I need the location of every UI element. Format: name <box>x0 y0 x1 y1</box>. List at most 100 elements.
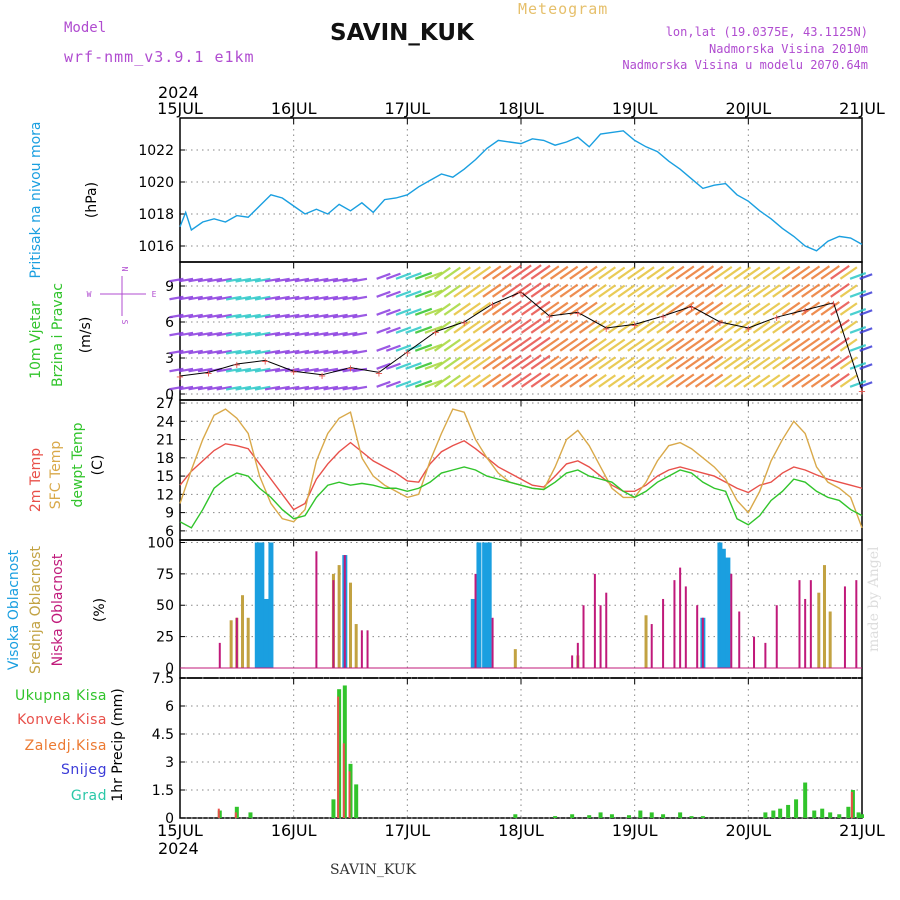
wind-arrow <box>294 349 310 355</box>
wind-arrow <box>395 344 412 352</box>
wind-arrow <box>385 308 401 316</box>
cloud-bar <box>673 580 676 668</box>
wind-arrow <box>284 331 300 337</box>
wind-arrow <box>607 338 626 352</box>
temperature-ylabel: 2m Temp <box>28 448 44 512</box>
wind-arrow <box>859 309 873 316</box>
wind-arrow <box>254 313 271 319</box>
wind-arrow <box>617 320 636 334</box>
wind-arrow <box>743 356 761 370</box>
wind-arrow <box>274 385 290 391</box>
wind-arrow <box>501 336 522 352</box>
wind-arrow <box>607 356 626 370</box>
precip-bar <box>331 799 336 818</box>
wind-gust-marker: + <box>517 288 525 299</box>
cloud-bar <box>701 617 704 668</box>
wind-arrow <box>491 318 512 334</box>
wind-arrow <box>540 301 560 316</box>
wind-gust-marker: + <box>289 367 297 378</box>
wind-arrow <box>332 349 348 355</box>
wind-arrow <box>462 302 481 316</box>
precip-bar <box>553 816 558 818</box>
wind-arrow <box>207 313 223 319</box>
wind-arrow <box>352 331 368 337</box>
cloud-bar <box>696 605 699 668</box>
wind-arrow <box>254 385 271 391</box>
wind-arrow <box>225 349 242 355</box>
wind-arrow <box>472 373 492 388</box>
wind-gust-marker: + <box>744 324 752 335</box>
wind-arrow <box>352 385 368 391</box>
pressure-tick-label: 1016 <box>138 239 174 255</box>
wind-arrow <box>810 337 831 352</box>
wind-arrow <box>274 313 290 319</box>
wind-ylabel2: Brzina i Pravac <box>50 283 66 387</box>
precip-bar <box>342 743 345 818</box>
wind-arrow <box>385 380 401 388</box>
date-tick-top: 17JUL <box>384 99 430 118</box>
wind-arrow <box>656 337 675 352</box>
wind-arrow <box>284 367 300 373</box>
wind-arrow <box>207 349 223 355</box>
wind-arrow <box>694 283 715 298</box>
wind-arrow <box>188 313 203 319</box>
wind-arrow <box>294 331 310 337</box>
wind-arrow <box>549 355 569 370</box>
wind-arrow <box>810 319 831 334</box>
date-tick-bottom: 15JUL <box>157 821 203 840</box>
wind-arrow <box>501 354 522 370</box>
wind-arrow <box>849 272 867 280</box>
wind-arrow <box>762 338 781 352</box>
wind-arrow <box>235 349 252 355</box>
wind-arrow <box>462 338 481 352</box>
wind-arrow <box>405 290 422 298</box>
cloud-bar <box>332 580 335 668</box>
wind-arrow <box>656 301 675 316</box>
wind-arrow <box>216 295 232 301</box>
wind-arrow <box>433 266 451 280</box>
cloud-bar <box>268 542 274 668</box>
cloud-bar <box>764 642 767 668</box>
wind-arrow <box>801 337 821 352</box>
wind-arrow <box>332 295 348 301</box>
precip-bar <box>354 784 359 818</box>
wind-arrow <box>424 289 443 298</box>
wind-arrow <box>395 272 412 280</box>
wind-arrow <box>169 367 184 373</box>
wind-arrow <box>733 266 752 280</box>
cloud-bar <box>343 555 346 668</box>
pressure-series-line <box>179 130 863 252</box>
wind-arrow <box>665 355 685 370</box>
wind-arrow <box>284 385 300 391</box>
model-run-label: wrf-nmm_v3.9.1 e1km <box>64 48 255 66</box>
precip-bar <box>837 814 842 818</box>
precip-bar <box>638 810 643 818</box>
cloud-bar <box>775 605 778 668</box>
wind-gust-marker: + <box>346 364 354 375</box>
wind-arrow <box>791 337 811 352</box>
wind-arrow <box>617 356 636 370</box>
wind-arrow <box>559 337 579 352</box>
cloud-bar <box>470 598 476 668</box>
wind-arrow <box>376 362 391 370</box>
wind-arrow <box>733 284 752 298</box>
wind-arrow <box>405 326 422 334</box>
wind-arrow <box>578 265 598 280</box>
wind-arrow <box>694 319 715 334</box>
wind-arrow <box>207 385 223 391</box>
model-label: Model <box>64 20 107 36</box>
wind-arrow <box>178 295 194 301</box>
wind-arrow <box>569 337 589 352</box>
wind-arrow <box>588 265 607 280</box>
wind-arrow <box>752 356 771 370</box>
wind-arrow <box>598 266 617 280</box>
cloud-bar <box>828 611 832 668</box>
wind-arrow <box>501 282 522 298</box>
precip-bar <box>763 812 768 818</box>
wind-arrow <box>549 319 569 334</box>
wind-arrow <box>511 372 532 388</box>
wind-arrow <box>607 266 626 280</box>
wind-arrow <box>636 302 655 316</box>
cloud-tick-label: 75 <box>156 567 174 583</box>
wind-arrow <box>482 283 502 298</box>
